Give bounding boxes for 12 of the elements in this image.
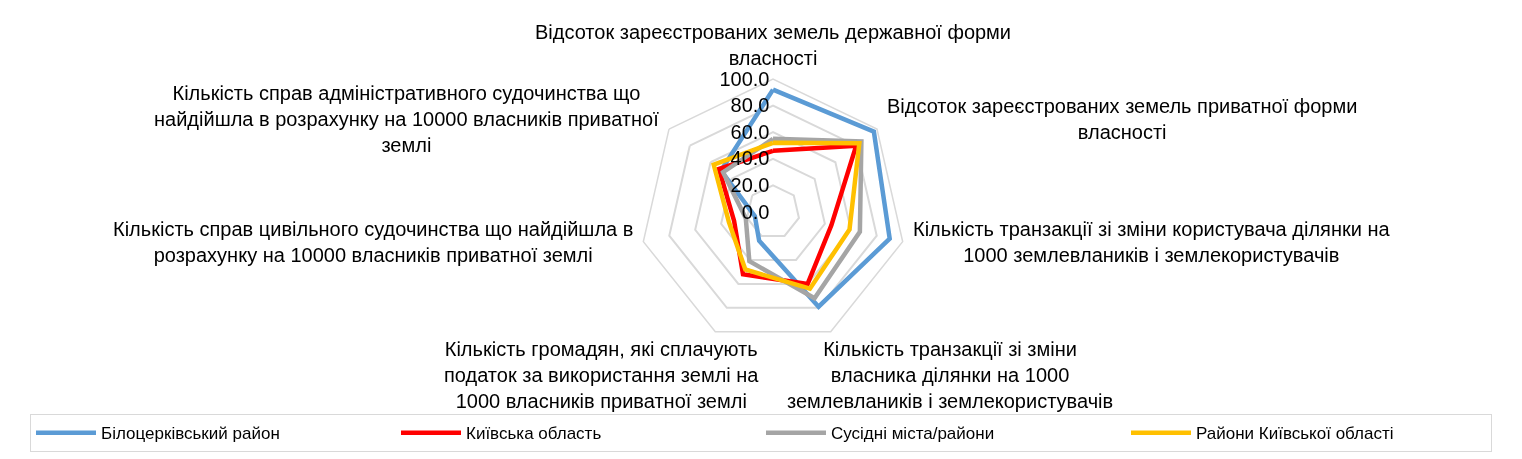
spoke-label: Кількість справ цивільного судочинства що найдійшла в розрахунку на 10000 власників приватної землі <box>113 218 634 266</box>
spoke-label: Кількість транзакції зі зміни власника ділянки на 1000 землевлаників і землекористувачів <box>787 338 1114 412</box>
spoke-label: Кількість справ адміністративного судочинства що найдійшла в розрахунку на 10000 власників приватної землі <box>154 82 660 156</box>
spoke-label: Відсоток зареєстрованих земель приватної форми власності <box>887 95 1358 143</box>
y-tick-label: 100.0 <box>719 67 770 90</box>
legend-label: Райони Київської області <box>1196 424 1394 444</box>
legend-label: Київська область <box>466 424 602 444</box>
spoke-label: Кількість громадян, які сплачують податок за використання землі на 1000 власників приватної землі <box>444 338 760 412</box>
legend-label: Білоцерківський район <box>101 424 280 444</box>
spoke-label: Відсоток зареєстрованих земель державної форми власності <box>535 21 1012 69</box>
spoke-label: Кількість транзакції зі зміни користувача ділянки на 1000 землевлаників і землекористувачів <box>913 218 1391 266</box>
legend-label: Сусідні міста/райони <box>831 424 995 444</box>
